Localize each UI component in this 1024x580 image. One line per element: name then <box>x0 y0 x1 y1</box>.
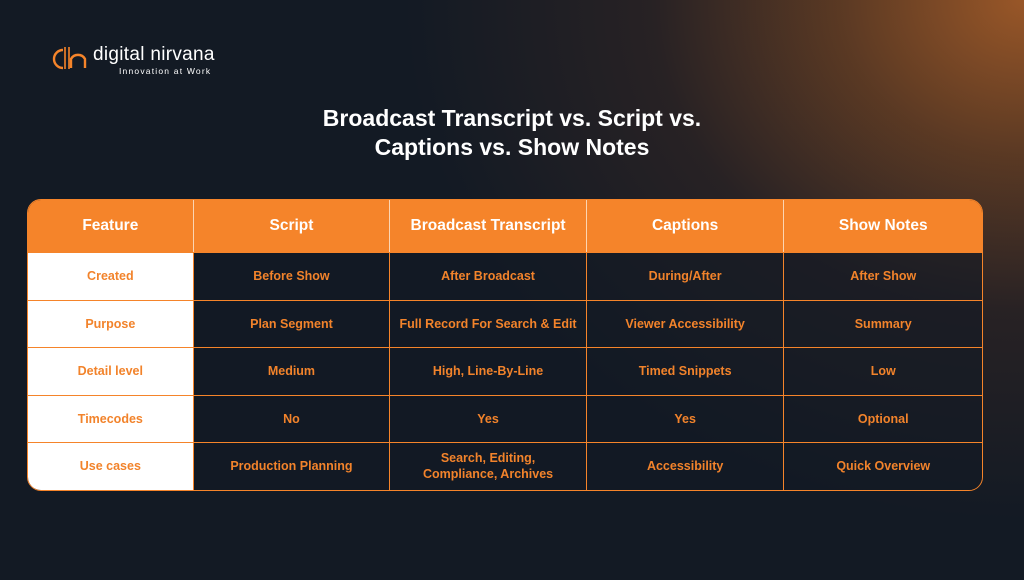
feature-label: Purpose <box>85 316 136 331</box>
header-feature: Feature <box>28 200 194 252</box>
table-row: Created Before Show After Broadcast Duri… <box>28 252 982 300</box>
header-broadcast-transcript: Broadcast Transcript <box>390 200 587 252</box>
table-cell: Production Planning <box>193 442 391 490</box>
feature-label: Created <box>87 269 134 284</box>
header-captions: Captions <box>586 200 785 252</box>
table-cell: Timed Snippets <box>586 347 785 395</box>
table-cell: Plan Segment <box>193 299 391 347</box>
table-cell: Low <box>784 347 982 395</box>
brand-tagline: Innovation at Work <box>119 66 212 76</box>
table-cell: Viewer Accessibility <box>586 299 785 347</box>
brand-logo: digital nirvana Innovation at Work <box>49 44 215 76</box>
dn-logo-icon <box>52 47 87 70</box>
table-header-row: Feature Script Broadcast Transcript Capt… <box>28 200 982 252</box>
comparison-table: Feature Script Broadcast Transcript Capt… <box>27 199 983 491</box>
feature-cell: Created <box>28 252 194 300</box>
table-cell: High, Line-By-Line <box>390 347 587 395</box>
table-cell: Medium <box>193 347 391 395</box>
feature-cell: Detail level <box>28 347 194 395</box>
table-cell: Before Show <box>193 252 391 300</box>
table-row: Use cases Production Planning Search, Ed… <box>28 442 982 490</box>
table-row: Timecodes No Yes Yes Optional <box>28 394 982 442</box>
title-line-1: Broadcast Transcript vs. Script vs. <box>322 105 702 131</box>
table-cell: Yes <box>586 394 785 442</box>
table-cell: Yes <box>390 394 587 442</box>
table-row: Detail level Medium High, Line-By-Line T… <box>28 347 982 395</box>
page-title: Broadcast Transcript vs. Script vs. Capt… <box>0 104 1024 162</box>
table-cell: Quick Overview <box>784 442 982 490</box>
table-cell: After Broadcast <box>390 252 587 300</box>
feature-cell: Use cases <box>28 442 194 490</box>
feature-cell: Timecodes <box>28 394 194 442</box>
header-script: Script <box>193 200 391 252</box>
title-line-2: Captions vs. Show Notes <box>374 134 650 160</box>
table-cell: After Show <box>784 252 982 300</box>
table-cell: Accessibility <box>586 442 785 490</box>
table-cell: Search, Editing, Compliance, Archives <box>390 442 587 490</box>
table-row: Purpose Plan Segment Full Record For Sea… <box>28 299 982 347</box>
table-cell: Full Record For Search & Edit <box>390 299 587 347</box>
feature-label: Use cases <box>79 459 141 474</box>
table-cell: Summary <box>784 299 982 347</box>
table-cell: No <box>193 394 391 442</box>
brand-name: digital nirvana <box>93 44 215 65</box>
table-cell: During/After <box>586 252 785 300</box>
header-show-notes: Show Notes <box>784 200 982 252</box>
feature-label: Timecodes <box>77 411 143 426</box>
feature-cell: Purpose <box>28 299 194 347</box>
table-cell: Optional <box>784 394 982 442</box>
feature-label: Detail level <box>77 364 143 379</box>
